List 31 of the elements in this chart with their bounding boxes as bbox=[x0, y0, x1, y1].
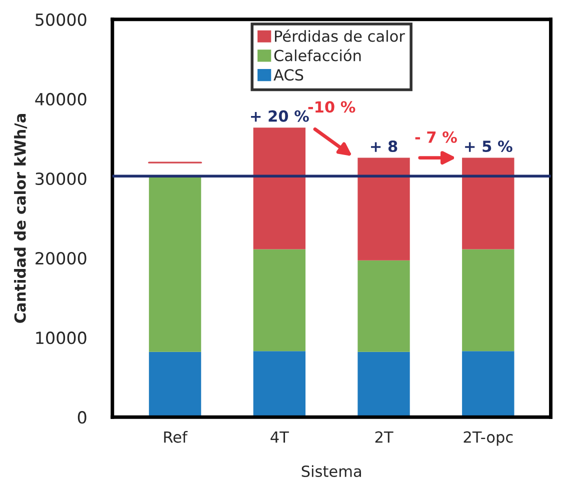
annotation: -10 % bbox=[308, 101, 356, 113]
legend-label: Calefacción bbox=[274, 48, 361, 62]
y-tick-label: 0 bbox=[78, 411, 86, 424]
bar bbox=[462, 351, 514, 418]
legend-label: ACS bbox=[274, 69, 304, 81]
y-tick-label: 10000 bbox=[36, 332, 86, 344]
bar bbox=[462, 249, 514, 352]
bar bbox=[253, 351, 306, 418]
x-tick-label: Ref bbox=[164, 430, 188, 443]
x-axis-title: Sistema bbox=[302, 465, 361, 478]
bar bbox=[358, 260, 410, 352]
x-tick-label: 2T bbox=[375, 431, 394, 443]
bar bbox=[358, 158, 410, 260]
x-tick-label: 4T bbox=[270, 431, 289, 443]
legend-label: Pérdidas de calor bbox=[274, 29, 405, 42]
annotation: + 20 % bbox=[251, 110, 309, 122]
y-tick-label: 40000 bbox=[35, 92, 86, 106]
y-tick-label: 20000 bbox=[36, 252, 86, 265]
bar bbox=[253, 249, 306, 352]
bar bbox=[358, 352, 410, 418]
annotation: + 8 bbox=[371, 140, 398, 152]
bar bbox=[462, 158, 514, 250]
bar bbox=[148, 176, 202, 352]
y-axis-title: Cantidad de calor kWh/a bbox=[14, 114, 28, 323]
y-tick-label: 50000 bbox=[36, 13, 86, 26]
bar bbox=[253, 128, 306, 250]
bar bbox=[148, 352, 202, 418]
y-tick-label: 30000 bbox=[36, 172, 86, 186]
x-tick-label: 2T-opc bbox=[464, 431, 513, 446]
annotation: + 5 % bbox=[465, 140, 512, 152]
annotation: - 7 % bbox=[415, 131, 457, 143]
